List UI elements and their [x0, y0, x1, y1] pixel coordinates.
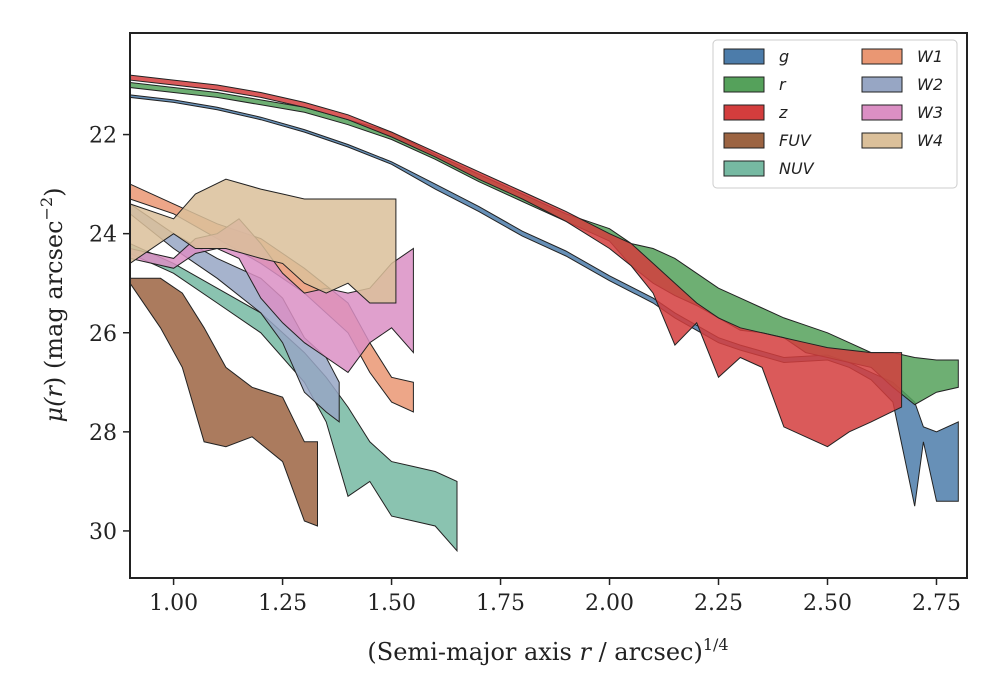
- y-axis-ticks: 22 24 26 28 30: [89, 124, 130, 545]
- legend-item-nuv: NUV: [723, 159, 815, 178]
- legend-swatch: [861, 76, 903, 93]
- x-tick-label: 1.25: [258, 591, 307, 616]
- legend-label: W2: [917, 75, 943, 94]
- legend-item-fuv: FUV: [723, 131, 812, 150]
- x-tick-label: 2.25: [694, 591, 743, 616]
- legend-item-z: z: [723, 103, 788, 122]
- legend-item-w1: W1: [861, 47, 943, 66]
- legend-swatch: [723, 132, 765, 149]
- legend-swatch: [861, 132, 903, 149]
- band-fuv: [129, 277, 318, 527]
- legend-label: W3: [917, 103, 943, 122]
- x-tick-label: 2.75: [912, 591, 961, 616]
- band-g: [129, 94, 959, 507]
- plot-frame: [129, 32, 968, 579]
- legend-label: W4: [917, 131, 943, 150]
- legend-swatch: [861, 104, 903, 121]
- x-tick-label: 1.75: [476, 591, 525, 616]
- legend-item-g: g: [723, 47, 789, 66]
- legend-label: z: [778, 103, 788, 122]
- x-tick-label: 2.50: [803, 591, 852, 616]
- legend-item-r: r: [723, 75, 787, 94]
- x-axis-label: (Semi-major axis r / arcsec)1/4: [367, 635, 728, 666]
- series-bands: [129, 74, 959, 553]
- x-axis-ticks: 1.00 1.25 1.50 1.75 2.00 2.25 2.50 2.75: [149, 578, 961, 616]
- y-tick-label: 22: [89, 124, 117, 149]
- legend-label: W1: [917, 47, 943, 66]
- legend: grz FUV NUV W1 W2 W3 W4: [712, 39, 958, 189]
- legend-item-w4: W4: [861, 131, 943, 150]
- x-tick-label: 2.00: [585, 591, 634, 616]
- legend-label: NUV: [779, 159, 815, 178]
- legend-swatch: [861, 48, 903, 65]
- y-tick-label: 26: [89, 322, 117, 347]
- y-tick-label: 30: [89, 520, 117, 545]
- legend-swatch: [723, 48, 765, 65]
- legend-label: g: [779, 47, 789, 66]
- legend-item-w3: W3: [861, 103, 943, 122]
- y-tick-label: 28: [89, 421, 117, 446]
- x-tick-label: 1.50: [367, 591, 416, 616]
- legend-swatch: [723, 160, 765, 177]
- band-w4: [129, 178, 397, 304]
- band-z: [129, 74, 903, 448]
- y-axis-label: μ(r) (mag arcsec−2): [37, 187, 68, 422]
- legend-item-w2: W2: [861, 75, 943, 94]
- x-tick-label: 1.00: [149, 591, 198, 616]
- legend-swatch: [723, 76, 765, 93]
- legend-label: r: [779, 75, 787, 94]
- y-tick-label: 24: [89, 223, 117, 248]
- legend-swatch: [723, 104, 765, 121]
- legend-label: FUV: [779, 131, 812, 150]
